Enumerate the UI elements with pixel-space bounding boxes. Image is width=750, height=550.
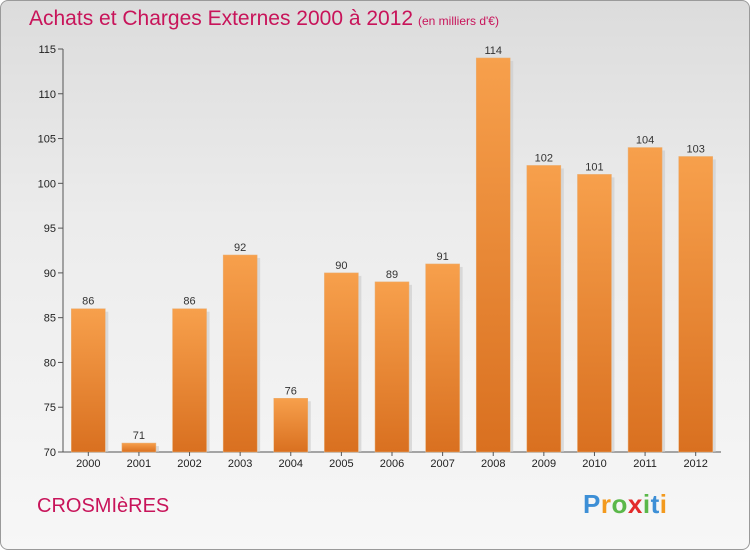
- y-tick-label: 100: [38, 178, 56, 190]
- y-tick-label: 70: [44, 447, 56, 459]
- x-tick-label: 2008: [481, 458, 505, 470]
- bar: [222, 254, 258, 453]
- proxiti-logo: Proxiti: [583, 489, 668, 519]
- commune-name: CROSMIèRES: [37, 495, 170, 517]
- data-label: 104: [636, 135, 654, 147]
- bar: [425, 263, 460, 453]
- y-tick-label: 95: [44, 223, 56, 235]
- x-tick-label: 2010: [582, 458, 606, 470]
- bar: [577, 174, 612, 453]
- y-tick-label: 90: [44, 268, 56, 280]
- data-label: 101: [585, 161, 603, 173]
- data-label: 90: [335, 260, 347, 272]
- bar: [273, 398, 309, 453]
- chart-title: Achats et Charges Externes 2000 à 2012: [29, 7, 414, 30]
- data-label: 76: [285, 385, 297, 397]
- data-label: 114: [484, 45, 502, 57]
- bar: [526, 165, 562, 453]
- x-tick-label: 2004: [279, 458, 303, 470]
- bar: [475, 57, 511, 453]
- x-tick-label: 2009: [532, 458, 556, 470]
- bar: [678, 156, 713, 453]
- data-label: 86: [183, 296, 195, 308]
- x-tick-label: 2007: [430, 458, 454, 470]
- data-label: 102: [535, 152, 553, 164]
- x-tick-label: 2005: [329, 458, 353, 470]
- x-tick-label: 2012: [683, 458, 707, 470]
- data-label: 86: [82, 296, 94, 308]
- x-tick-label: 2003: [228, 458, 252, 470]
- plot-area: 70 75 80 85 90 95 100 105 110 115 86 2000 71 2001 86 20…: [38, 44, 721, 470]
- bar: [172, 308, 207, 453]
- y-tick-label: 105: [38, 134, 56, 146]
- data-label: 89: [386, 269, 398, 281]
- chart-subtitle: (en milliers d'€): [418, 14, 499, 28]
- y-tick-label: 110: [38, 89, 56, 101]
- x-tick-label: 2002: [177, 458, 201, 470]
- bar: [121, 442, 157, 453]
- y-tick-label: 75: [44, 402, 56, 414]
- bar: [374, 281, 410, 453]
- x-tick-label: 2000: [76, 458, 100, 470]
- x-tick-label: 2011: [633, 458, 657, 470]
- bar: [71, 308, 106, 453]
- x-tick-label: 2006: [380, 458, 404, 470]
- data-label: 91: [436, 251, 448, 263]
- data-label: 103: [687, 143, 705, 155]
- bar: [324, 272, 359, 453]
- data-label: 92: [234, 242, 246, 254]
- y-tick-label: 115: [38, 44, 56, 56]
- data-label: 71: [133, 430, 145, 442]
- bar: [627, 147, 663, 453]
- x-tick-label: 2001: [127, 458, 151, 470]
- y-tick-label: 85: [44, 313, 56, 325]
- y-tick-label: 80: [44, 357, 56, 369]
